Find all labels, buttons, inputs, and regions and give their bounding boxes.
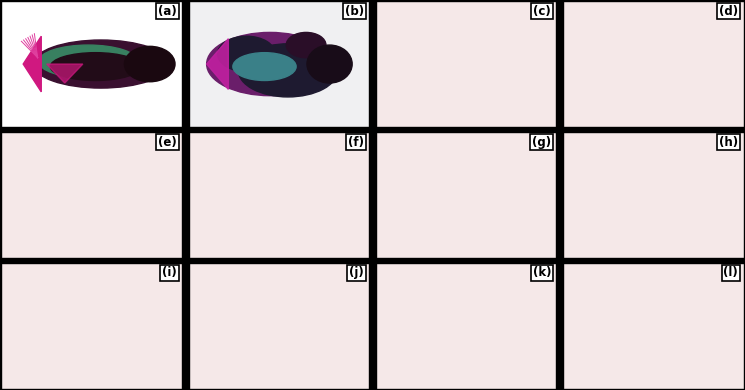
Text: (h): (h) bbox=[719, 136, 738, 149]
Ellipse shape bbox=[233, 53, 296, 80]
Ellipse shape bbox=[238, 44, 337, 97]
Text: (f): (f) bbox=[348, 136, 364, 149]
Text: (i): (i) bbox=[162, 266, 177, 280]
Ellipse shape bbox=[218, 36, 276, 72]
Text: (d): (d) bbox=[719, 5, 738, 18]
Text: (b): (b) bbox=[345, 5, 364, 18]
Ellipse shape bbox=[124, 46, 175, 82]
Polygon shape bbox=[206, 39, 229, 89]
Ellipse shape bbox=[51, 53, 141, 80]
Text: (l): (l) bbox=[723, 266, 738, 280]
Ellipse shape bbox=[206, 32, 333, 96]
Polygon shape bbox=[23, 36, 41, 92]
Text: (e): (e) bbox=[158, 136, 177, 149]
Text: (g): (g) bbox=[532, 136, 551, 149]
Text: (c): (c) bbox=[533, 5, 551, 18]
Text: (a): (a) bbox=[158, 5, 177, 18]
Text: (k): (k) bbox=[533, 266, 551, 280]
Ellipse shape bbox=[286, 32, 326, 58]
Polygon shape bbox=[47, 64, 83, 83]
Ellipse shape bbox=[39, 45, 138, 78]
Ellipse shape bbox=[33, 40, 168, 88]
Text: (j): (j) bbox=[349, 266, 364, 280]
Ellipse shape bbox=[307, 45, 352, 83]
